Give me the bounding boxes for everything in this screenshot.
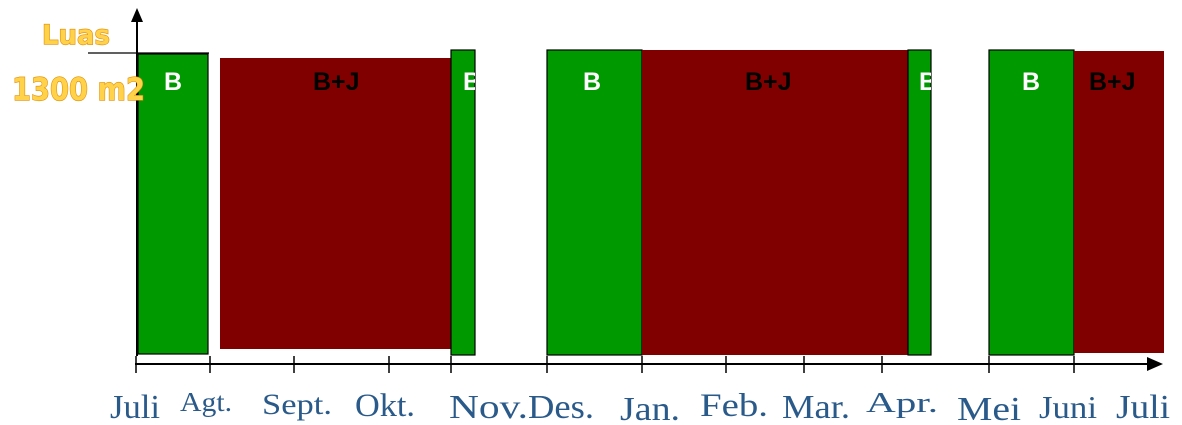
- block-b-4: [907, 49, 932, 356]
- block-b-3: [546, 49, 643, 356]
- month-label-sept: Sept.: [262, 388, 332, 421]
- month-label-mei: Mei: [957, 391, 1021, 425]
- block-label-b-4: B: [919, 68, 937, 96]
- x-axis-arrow: [1147, 357, 1163, 371]
- block-label-bj-2: B+J: [745, 68, 792, 96]
- blocks-layer: [137, 49, 1164, 356]
- month-label-des: Des.: [528, 389, 594, 425]
- block-label-bj-3: B+J: [1089, 68, 1136, 96]
- block-b-2: [450, 49, 476, 356]
- block-bj-3: [1074, 51, 1164, 353]
- month-ticks: [135, 356, 1075, 373]
- month-labels: Juli Agt. Sept. Okt. Nov. Des. Jan. Feb.…: [110, 387, 1170, 425]
- month-label-jan: Jan.: [620, 391, 680, 425]
- y-value-label: 1300 m2: [12, 72, 145, 108]
- month-label-mar: Mar.: [782, 389, 850, 425]
- block-labels: B B+J B B B+J B B B+J: [164, 68, 1136, 96]
- block-bj-1: [220, 58, 452, 349]
- month-label-nov: Nov.: [449, 389, 528, 425]
- block-label-b-1: B: [164, 68, 182, 96]
- month-label-juli-1: Juli: [110, 389, 160, 425]
- month-label-apr: Apr.: [866, 388, 938, 419]
- block-b-5: [988, 49, 1075, 356]
- block-b-1: [137, 53, 209, 355]
- y-axis-arrow: [131, 8, 143, 22]
- month-label-juli-2: Juli: [1116, 389, 1170, 425]
- month-label-agt: Agt.: [180, 387, 232, 417]
- month-label-juni: Juni: [1039, 389, 1097, 425]
- block-bj-2: [642, 50, 909, 355]
- block-label-b-3: B: [583, 68, 601, 96]
- month-label-feb: Feb.: [700, 388, 768, 424]
- y-axis-label: Luas: [42, 20, 110, 51]
- month-label-okt: Okt.: [355, 388, 415, 424]
- block-label-bj-1: B+J: [313, 68, 360, 96]
- block-label-b-5: B: [1022, 68, 1040, 96]
- block-label-b-2: B: [463, 68, 481, 96]
